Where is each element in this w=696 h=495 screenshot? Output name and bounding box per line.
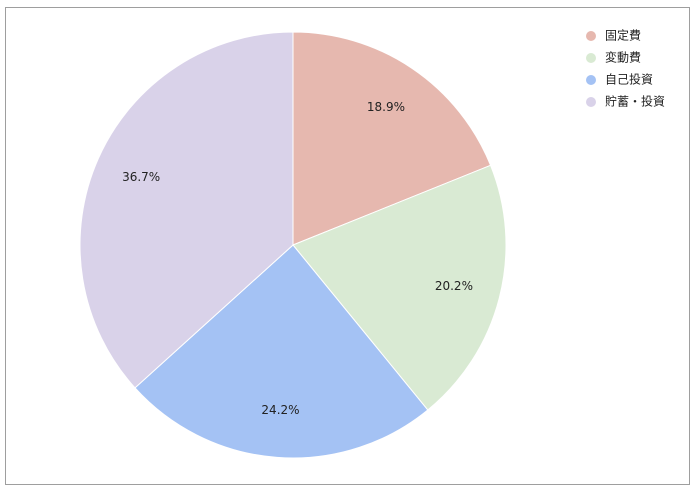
- legend-marker: [586, 97, 596, 107]
- legend-label: 変動費: [605, 50, 641, 65]
- data-label: 24.2%: [261, 403, 299, 417]
- legend-marker: [586, 75, 596, 85]
- data-label: 36.7%: [122, 170, 160, 184]
- data-label: 20.2%: [435, 279, 473, 293]
- pie-slice: [134, 244, 429, 459]
- legend-label: 貯蓄・投資: [605, 94, 665, 109]
- data-label: 18.9%: [367, 100, 405, 114]
- pie-slice: [292, 164, 507, 411]
- legend-label: 固定費: [605, 28, 641, 43]
- pie-slice: [292, 31, 492, 246]
- legend-marker: [586, 53, 596, 63]
- legend-label: 自己投資: [605, 72, 653, 87]
- legend-marker: [586, 31, 596, 41]
- pie-slice: [79, 31, 294, 389]
